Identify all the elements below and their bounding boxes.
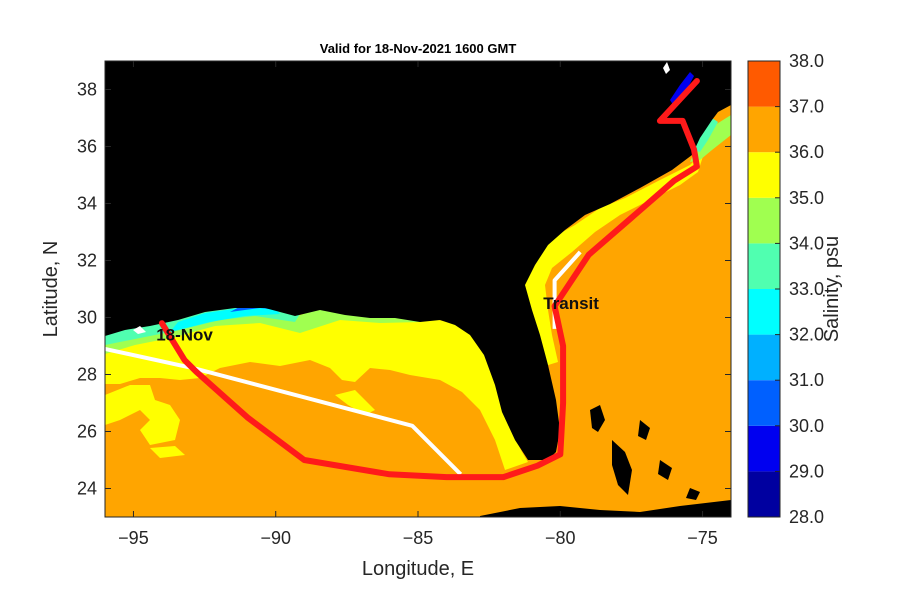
colorbar-segment xyxy=(748,425,780,472)
atlantic-coastal-teal xyxy=(693,118,718,152)
gulf-filament-3 xyxy=(335,390,375,415)
x-tick-label: −95 xyxy=(118,528,149,548)
bahamas-land-4 xyxy=(658,460,672,480)
land-mass xyxy=(105,61,731,460)
red-track xyxy=(158,78,700,481)
y-tick-label: 32 xyxy=(77,251,97,271)
gulf-coastal-green xyxy=(105,306,440,354)
y-tick-label: 28 xyxy=(77,365,97,385)
colorbar-segment xyxy=(748,197,780,244)
gulf-shelf-band xyxy=(105,315,528,470)
bahamas-land-5 xyxy=(686,488,700,500)
y-axis-ticks: 24 26 28 30 32 34 36 38 xyxy=(77,80,731,499)
track-annotation-transit: Transit xyxy=(543,294,599,313)
colorbar-segment xyxy=(748,334,780,381)
chesapeake-water xyxy=(670,72,694,108)
cuba-land xyxy=(480,500,731,517)
colorbar-tick-label: 36.0 xyxy=(789,142,824,162)
y-tick-label: 36 xyxy=(77,137,97,157)
ship-tracks xyxy=(105,78,700,481)
colorbar xyxy=(748,61,780,517)
colorbar-tick-label: 32.0 xyxy=(789,325,824,345)
y-tick-label: 30 xyxy=(77,308,97,328)
coastal-water-white xyxy=(663,62,670,74)
colorbar-segment xyxy=(748,471,780,517)
y-tick-label: 26 xyxy=(77,422,97,442)
colorbar-label: Salinity, psu xyxy=(821,236,843,342)
colorbar-segment xyxy=(748,152,780,198)
gulf-coastal-cyan xyxy=(170,308,280,332)
colorbar-tick-label: 35.0 xyxy=(789,188,824,208)
colorbar-segment xyxy=(748,380,780,426)
x-tick-label: −90 xyxy=(260,528,291,548)
y-axis-label: Latitude, N xyxy=(40,241,62,338)
white-track-gulf xyxy=(105,346,463,476)
map-plot-area xyxy=(105,61,731,517)
gulf-filament-2 xyxy=(150,446,185,458)
x-tick-label: −75 xyxy=(687,528,718,548)
x-tick-label: −80 xyxy=(545,528,576,548)
x-axis-label: Longitude, E xyxy=(362,558,474,580)
gulf-coast-water-white xyxy=(133,326,146,334)
map-title: Valid for 18-Nov-2021 1600 GMT xyxy=(320,41,517,56)
colorbar-segment xyxy=(748,106,780,153)
colorbar-tick-label: 33.0 xyxy=(789,279,824,299)
colorbar-ticks: 28.0 29.0 30.0 31.0 32.0 33.0 34.0 35.0 36.0 37.0… xyxy=(775,51,824,527)
colorbar-tick-label: 29.0 xyxy=(789,461,824,481)
colorbar-segment xyxy=(748,61,780,107)
colorbar-segment xyxy=(748,289,780,335)
colorbar-segment xyxy=(748,243,780,289)
y-tick-label: 24 xyxy=(77,479,97,499)
colorbar-tick-label: 38.0 xyxy=(789,51,824,71)
colorbar-tick-label: 30.0 xyxy=(789,416,824,436)
colorbar-tick-label: 28.0 xyxy=(789,507,824,527)
x-tick-label: −85 xyxy=(403,528,434,548)
x-axis-ticks: −95 −90 −85 −80 −75 xyxy=(118,61,718,548)
y-tick-label: 34 xyxy=(77,194,97,214)
bahamas-land-3 xyxy=(638,420,650,440)
track-annotation-date: 18-Nov xyxy=(156,325,213,344)
y-tick-label: 38 xyxy=(77,80,97,100)
bahamas-land xyxy=(590,405,605,432)
bahamas-land-2 xyxy=(612,440,632,495)
colorbar-tick-label: 31.0 xyxy=(789,370,824,390)
colorbar-tick-label: 37.0 xyxy=(789,97,824,117)
western-gulf-filament xyxy=(105,385,180,445)
gulf-coastal-teal xyxy=(105,306,300,345)
colorbar-tick-label: 34.0 xyxy=(789,233,824,253)
